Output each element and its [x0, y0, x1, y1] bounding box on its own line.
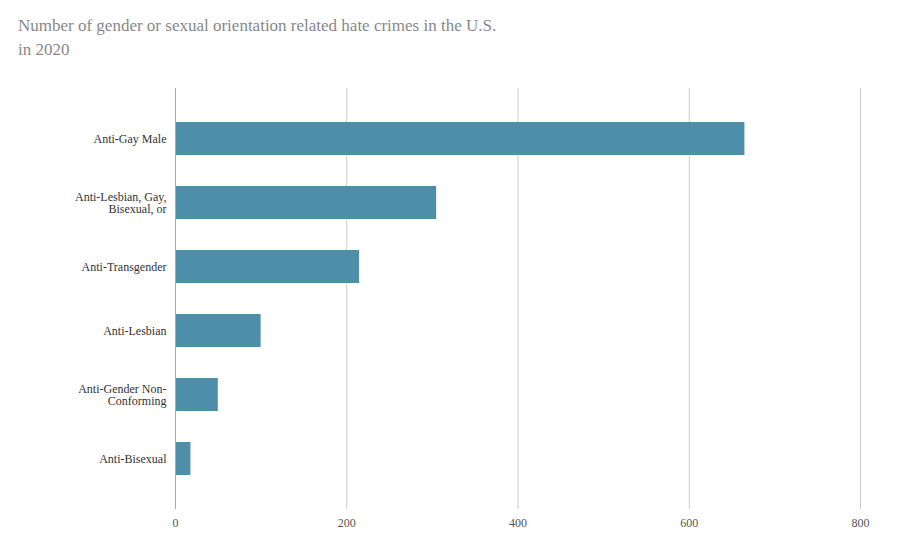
svg-text:Anti-Transgender: Anti-Transgender: [82, 259, 167, 273]
svg-text:Anti-Bisexual: Anti-Bisexual: [99, 451, 167, 465]
svg-text:800: 800: [852, 516, 870, 530]
html-text:in 2020: in 2020: [18, 39, 70, 59]
svg-text:Anti-Gender Non-Conforming: Anti-Gender Non-Conforming: [78, 381, 166, 407]
svg-text:Anti-Lesbian: Anti-Lesbian: [103, 323, 166, 337]
svg-text:Anti-Gay Male: Anti-Gay Male: [94, 131, 167, 145]
svg-text:200: 200: [338, 516, 356, 530]
svg-text:0: 0: [173, 516, 179, 530]
html-text:Number of gender or sexual ori: Number of gender or sexual orientation r…: [18, 16, 497, 35]
svg-text:Anti-Lesbian, Gay,Bisexual, or: Anti-Lesbian, Gay,Bisexual, or: [75, 189, 167, 215]
svg-text:400: 400: [509, 516, 527, 530]
svg-text:600: 600: [680, 516, 698, 530]
